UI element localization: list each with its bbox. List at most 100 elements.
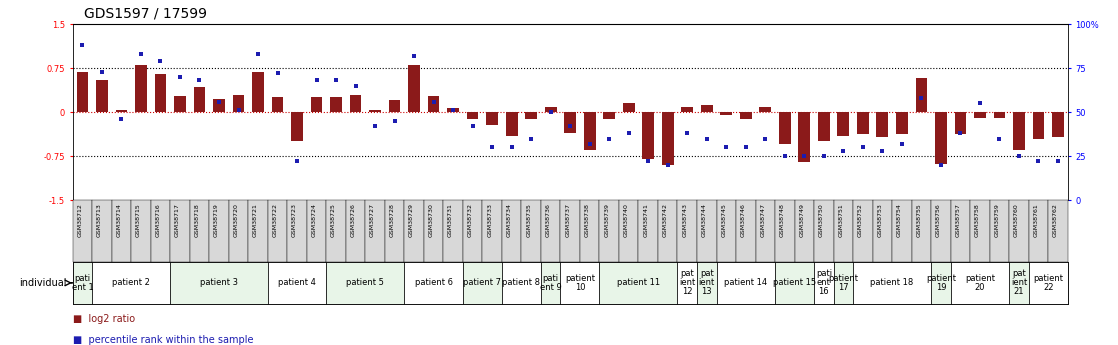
Text: patient 7: patient 7 [463,278,501,287]
Text: GSM38728: GSM38728 [389,203,395,237]
Text: patient 11: patient 11 [617,278,660,287]
Bar [931,262,950,304]
Text: GSM38739: GSM38739 [604,203,609,237]
Bar [1052,112,1064,137]
Bar [467,112,479,119]
Text: GSM38727: GSM38727 [370,203,375,237]
Bar [798,112,811,162]
Bar [955,112,966,135]
Text: GSM38724: GSM38724 [312,203,316,237]
Text: pat
ient
13: pat ient 13 [699,269,714,296]
Text: GSM38751: GSM38751 [838,203,843,237]
Bar [248,200,268,262]
Text: GSM38753: GSM38753 [878,203,882,237]
Text: GSM38730: GSM38730 [428,203,434,237]
Bar [931,200,950,262]
Bar [892,200,911,262]
Text: GSM38741: GSM38741 [643,203,648,237]
Bar [814,200,834,262]
Bar [154,74,167,112]
Bar [76,72,88,112]
Bar [505,112,518,136]
Bar [643,112,654,159]
Bar [795,200,814,262]
Text: GDS1597 / 17599: GDS1597 / 17599 [84,7,207,21]
Bar [565,112,576,132]
Bar [697,262,717,304]
Text: GSM38749: GSM38749 [799,203,804,237]
Bar [678,262,697,304]
Bar [253,72,264,112]
Text: GSM38760: GSM38760 [1014,203,1018,237]
Text: GSM38754: GSM38754 [897,203,902,237]
Bar [170,262,268,304]
Text: GSM38757: GSM38757 [956,203,960,237]
Bar [272,97,283,112]
Bar [408,65,420,112]
Bar [96,80,107,112]
Bar [740,112,751,119]
Bar [482,200,502,262]
Text: pat
ient
12: pat ient 12 [679,269,695,296]
Text: GSM38755: GSM38755 [917,203,921,237]
Bar [756,200,775,262]
Text: patient 14: patient 14 [724,278,767,287]
Text: GSM38736: GSM38736 [546,203,551,237]
Bar [73,200,92,262]
Bar [541,200,560,262]
Text: GSM38761: GSM38761 [1033,203,1039,237]
Text: patient 2: patient 2 [112,278,150,287]
Text: ■  log2 ratio: ■ log2 ratio [73,314,135,324]
Text: GSM38719: GSM38719 [214,203,219,237]
Bar [580,200,599,262]
Text: GSM38742: GSM38742 [663,203,667,237]
Bar [229,200,248,262]
Text: patient 3: patient 3 [200,278,238,287]
Bar [853,262,931,304]
Text: GSM38745: GSM38745 [721,203,727,237]
Bar [463,262,502,304]
Bar [775,200,795,262]
Bar [834,262,853,304]
Bar [424,200,444,262]
Bar [73,262,92,304]
Bar [291,112,303,141]
Text: GSM38750: GSM38750 [818,203,824,237]
Bar [287,200,306,262]
Bar [326,262,405,304]
Bar [135,65,146,112]
Bar [1049,200,1068,262]
Bar [521,200,541,262]
Text: GSM38712: GSM38712 [77,203,83,237]
Bar [268,262,326,304]
Bar [541,262,560,304]
Bar [681,107,693,112]
Text: GSM38756: GSM38756 [936,203,941,237]
Bar [950,200,970,262]
Text: GSM38714: GSM38714 [116,203,122,237]
Bar [369,110,381,112]
Bar [311,97,322,112]
Bar [544,107,557,112]
Bar [623,104,635,112]
Bar [268,200,287,262]
Bar [736,200,756,262]
Bar [604,112,615,119]
Bar [214,99,225,112]
Bar [525,112,537,119]
Bar [858,112,869,135]
Text: GSM38733: GSM38733 [487,203,492,237]
Bar [112,200,131,262]
Bar [151,200,170,262]
Bar [131,200,151,262]
Text: GSM38740: GSM38740 [624,203,628,237]
Text: GSM38725: GSM38725 [331,203,337,237]
Text: patient
10: patient 10 [565,274,595,292]
Text: pati
ent
16: pati ent 16 [816,269,832,296]
Bar [389,100,400,112]
Text: patient 4: patient 4 [278,278,316,287]
Bar [872,200,892,262]
Bar [638,200,659,262]
Text: GSM38737: GSM38737 [566,203,570,237]
Bar [916,78,927,112]
